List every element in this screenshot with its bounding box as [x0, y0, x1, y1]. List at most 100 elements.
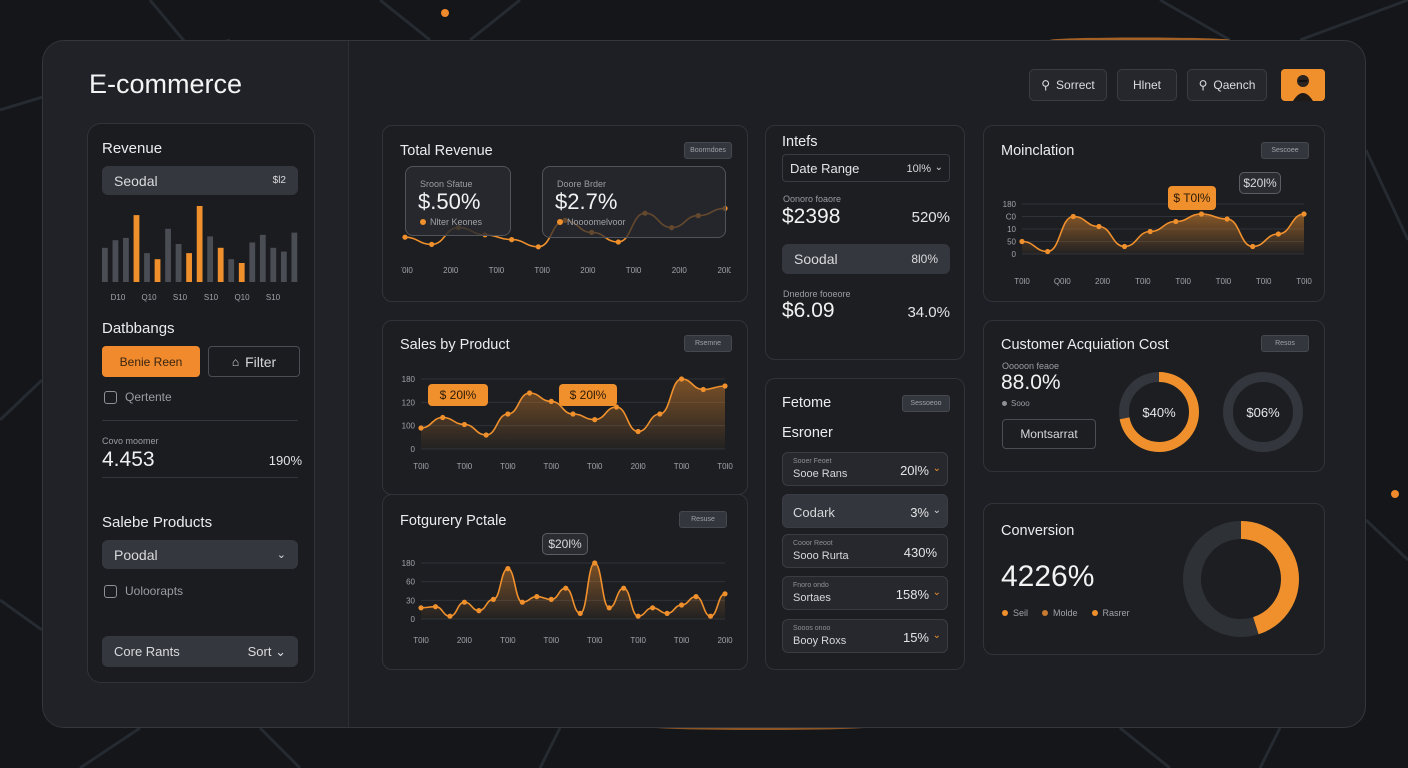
feature-row[interactable]: Sooos onoo Booy Roxs 15% ⌄: [782, 619, 948, 653]
chevron-down-icon: ⌄: [934, 162, 943, 173]
revenue-bar: [154, 259, 161, 282]
total-revenue-title: Total Revenue: [400, 143, 493, 159]
x-tick-label: 20l0: [631, 462, 647, 471]
cac-title: Customer Acquiation Cost: [1001, 337, 1169, 353]
x-tick-label: T0l0: [1014, 277, 1030, 286]
chart-point: [519, 599, 525, 605]
user-avatar[interactable]: [1281, 69, 1325, 101]
feature-row-percent: 430%: [903, 545, 937, 560]
intents-percent-2: 34.0%: [907, 304, 950, 321]
revenue-bar: [207, 236, 214, 282]
category-profile-title: Fotgurery Pctale: [400, 513, 507, 529]
revenue-bar: [112, 240, 119, 282]
filter-button[interactable]: ⌂ Filter: [208, 346, 300, 377]
chart-point: [592, 417, 598, 423]
modulation-chip[interactable]: Sescoee: [1261, 142, 1309, 159]
x-tick-label: T0l0: [413, 462, 429, 471]
feature-row[interactable]: Sooer Feoet Sooe Rans 20l% ⌄: [782, 452, 948, 486]
products-select[interactable]: Poodal ⌄: [102, 540, 298, 569]
revenue-select-value: $l2: [272, 175, 286, 186]
total-revenue-chip[interactable]: Boormdoes: [684, 142, 732, 159]
x-tick-label: 20l0: [717, 266, 731, 275]
revenue-select-label: Sеodal: [114, 172, 158, 189]
primary-action-button[interactable]: Benie Reen: [102, 346, 200, 377]
date-range-select[interactable]: Date Range 10l% ⌄: [782, 154, 950, 182]
revenue-bar: [196, 206, 203, 282]
chart-point: [1019, 238, 1025, 245]
chart-point: [678, 376, 685, 382]
intents-select[interactable]: Soodal 8l0%: [782, 244, 950, 274]
donut-arc: [1119, 372, 1199, 452]
feature-row-percent: 3%: [910, 505, 929, 520]
legend-item: Molde: [1042, 608, 1078, 618]
chart-point: [429, 241, 435, 247]
revenue-bar-axis-label: D10: [111, 293, 126, 302]
databangs-title: Datbbangs: [102, 320, 175, 337]
feature-row-name: Codark: [793, 505, 835, 520]
category-profile-chip[interactable]: Resuse: [679, 511, 727, 528]
header-button[interactable]: Hlnet: [1117, 69, 1177, 101]
sales-by-product-chip[interactable]: Rsemne: [684, 335, 732, 352]
modulation-chart: 180 C0 10 50 0 T0l0 Q0l0 20l0 T0l0 T0l0 T0l0 T0l0 T…: [1003, 200, 1313, 286]
chevron-down-icon: ⌄: [276, 549, 286, 561]
x-tick-label: T0l0: [500, 636, 516, 645]
stat-box-2-legend: Noooomelvoor: [557, 217, 626, 227]
chart-point: [621, 585, 627, 591]
chevron-down-icon: ⌄: [932, 463, 941, 474]
total-revenue-card: Total Revenue Boormdoes T0l0 20l0 T0l0 T0l0…: [382, 125, 748, 302]
search-icon: ⚲: [1041, 78, 1051, 92]
cac-value: 88.0%: [1001, 371, 1061, 394]
checkbox-2[interactable]: [104, 584, 117, 598]
feature-row[interactable]: Fnoro ondo Sortaes 158% ⌄: [782, 576, 948, 610]
chart-point: [563, 585, 569, 591]
legend-dot: [1002, 401, 1007, 406]
y-tick-label: 100: [402, 422, 416, 431]
checkbox-1[interactable]: [104, 390, 117, 404]
conversion-donut: [1183, 521, 1299, 637]
chart-point: [1250, 243, 1256, 250]
stat-caption: Covo moomer: [102, 436, 159, 446]
chart-point: [693, 594, 699, 600]
feature-card: Fetome Sessoeoo Esroner Sooer Feoet Sooe …: [765, 378, 965, 670]
x-tick-label: T0l0: [626, 266, 642, 275]
feature-row[interactable]: Cooor Reoot Sooo Rurta 430%: [782, 534, 948, 568]
chart-point: [402, 234, 408, 240]
feature-row[interactable]: Codark 3% ⌄: [782, 494, 948, 528]
cac-donut-1-label: $40%: [1142, 405, 1176, 420]
chart-point: [1121, 243, 1128, 250]
sort-select[interactable]: Core Rants Sort ⌄: [102, 636, 298, 667]
chart-point: [592, 560, 598, 566]
header-search-button-2[interactable]: ⚲ Qaench: [1187, 69, 1267, 101]
feature-chip[interactable]: Sessoeoo: [902, 395, 950, 412]
revenue-bar: [291, 232, 298, 282]
sales-by-product-chart: 180 120 100 0 T0l0 T0l0 T0l0 T0l0 T0l0 20l0 T0l0 T…: [402, 375, 734, 471]
intents-select-value: 8l0%: [911, 252, 938, 266]
cac-button[interactable]: Montsarrat: [1002, 419, 1096, 449]
feature-row-percent: 158%: [895, 587, 929, 602]
revenue-select[interactable]: Sеodal $l2: [102, 166, 298, 195]
chart-point: [722, 383, 728, 389]
checkbox-row-2[interactable]: Uoloorapts: [104, 584, 183, 598]
header-search-button[interactable]: ⚲ Sorrect: [1029, 69, 1107, 101]
y-tick-label: C0: [1006, 213, 1017, 222]
revenue-stat-box-1: Sroon Sfatue $.50% Nlter Keones: [405, 166, 511, 236]
x-tick-label: T0l0: [1296, 277, 1312, 286]
chart-point: [440, 414, 446, 421]
chart-point: [418, 605, 424, 611]
intents-caption-1: Oonoro foaore: [783, 194, 842, 204]
checkbox-2-label: Uoloorapts: [125, 584, 184, 598]
chart-point: [678, 602, 685, 608]
header-button-2-label: Hlnet: [1132, 78, 1161, 92]
revenue-bar: [259, 234, 266, 282]
feature-row-name: Booy Roxs: [793, 635, 847, 647]
x-tick-label: 20l0: [717, 636, 733, 645]
cac-chip[interactable]: Resos: [1261, 335, 1309, 352]
x-tick-label: 20l0: [457, 636, 473, 645]
chart-point: [526, 390, 533, 396]
x-tick-label: T0l0: [587, 462, 603, 471]
x-tick-label: T0l0: [544, 636, 560, 645]
x-tick-label: T0l0: [413, 636, 429, 645]
chevron-down-icon: ⌄: [275, 643, 286, 659]
checkbox-row-1[interactable]: Qertente: [104, 390, 172, 404]
sidebar: E-commerce Revenue Sеodal $l2 D10 Q10 S10 S…: [43, 41, 349, 727]
